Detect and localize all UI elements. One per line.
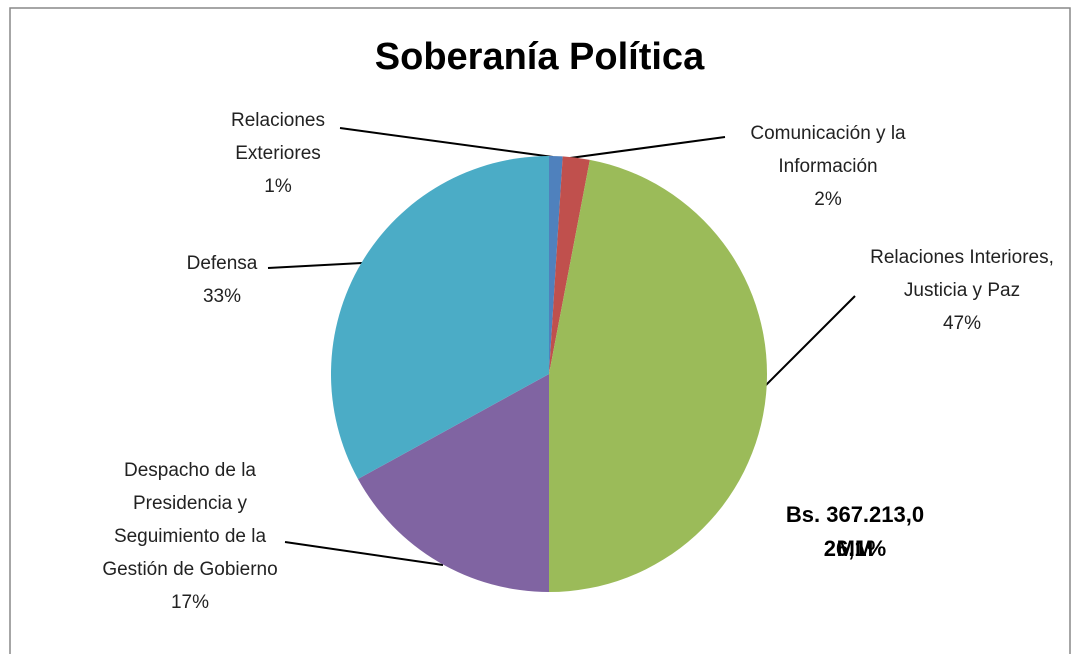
slice-label: Relaciones Interiores, Justicia y Paz 47% — [862, 241, 1062, 340]
leader-line — [267, 262, 363, 269]
pie-slice — [357, 374, 549, 592]
slice-value: 2% — [814, 189, 842, 210]
slice-value: 47% — [942, 313, 982, 334]
slice-name: Despacho de la Presidencia y Seguimiento… — [102, 460, 278, 580]
chart-title: Soberanía Política — [374, 36, 705, 78]
slice-name: Defensa — [186, 253, 258, 274]
slice-value: 17% — [170, 592, 210, 613]
leader-lines — [267, 127, 856, 566]
slice-name: Relaciones Exteriores — [231, 110, 325, 164]
slice-label: Relaciones Exteriores 1% — [213, 104, 343, 203]
pie-slice — [331, 156, 550, 480]
slice-label: Despacho de la Presidencia y Seguimiento… — [98, 454, 283, 619]
annotation: 26,1% — [823, 536, 887, 561]
leader-line — [765, 295, 856, 386]
annotation: Bs. 367.213,0 MM — [785, 502, 925, 561]
slice-label: Defensa 33% — [162, 247, 282, 313]
pie-slice — [549, 156, 563, 374]
slice-value: 33% — [202, 286, 242, 307]
slice-name: Comunicación y la Información — [750, 123, 906, 177]
slice-name: Relaciones Interiores, Justicia y Paz — [870, 247, 1054, 301]
pie-slice — [549, 156, 590, 374]
leader-line — [284, 541, 444, 566]
slice-value: 1% — [264, 176, 292, 197]
pie-slice — [549, 159, 767, 592]
leader-line — [339, 127, 554, 158]
leader-line — [569, 136, 726, 159]
slice-label: Comunicación y la Información 2% — [718, 117, 938, 216]
chart-frame — [9, 7, 1071, 654]
